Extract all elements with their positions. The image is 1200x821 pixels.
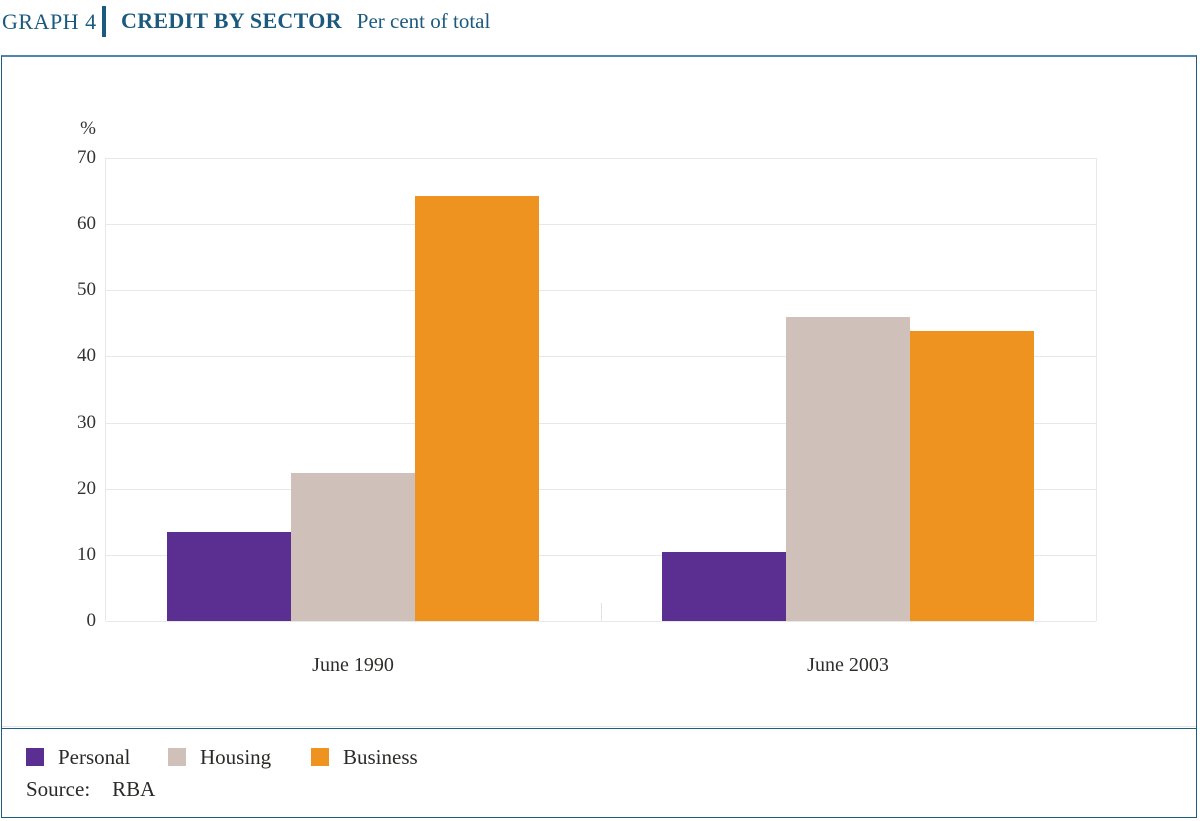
bar-housing-june-2003	[786, 317, 910, 621]
bar-personal-june-2003	[662, 552, 786, 621]
legend-divider-line	[2, 728, 1196, 729]
gridline-10	[106, 554, 1096, 556]
legend-label-personal: Personal	[58, 745, 131, 769]
chart-frame: % 0 10 20 30 40 50 60 70 June 1990 June 2003 Pers…	[1, 55, 1197, 818]
bar-business-june-1990	[415, 195, 539, 621]
source-note: Source: RBA	[26, 777, 155, 802]
bar-housing-june-1990	[291, 472, 415, 621]
gridline-30	[106, 422, 1096, 424]
category-separator-tick	[601, 603, 602, 621]
y-tick-label-50: 50	[77, 279, 96, 301]
chart-title: CREDIT BY SECTOR	[121, 8, 342, 33]
header-titles: CREDIT BY SECTOR Per cent of total	[121, 8, 490, 34]
legend-label-housing: Housing	[200, 745, 272, 769]
gridline-50	[106, 290, 1096, 292]
x-axis-label-june-1990: June 1990	[312, 654, 394, 676]
legend-item-business: Business	[311, 745, 418, 769]
gridline-40	[106, 356, 1096, 358]
y-tick-label-30: 30	[77, 411, 96, 433]
bar-business-june-2003	[910, 331, 1034, 621]
y-tick-label-0: 0	[86, 610, 97, 631]
bar-personal-june-1990	[167, 531, 291, 621]
business-swatch-icon	[311, 748, 329, 766]
legend-label-business: Business	[343, 745, 418, 769]
x-axis-label-june-2003: June 2003	[807, 654, 889, 676]
y-tick-label-10: 10	[77, 543, 96, 565]
legend-item-housing: Housing	[168, 745, 272, 769]
legend-item-personal: Personal	[26, 745, 131, 769]
personal-swatch-icon	[26, 748, 44, 766]
gridline-20	[106, 488, 1096, 490]
chart-subtitle: Per cent of total	[356, 9, 491, 33]
housing-swatch-icon	[168, 748, 186, 766]
header-divider-bar	[102, 6, 106, 37]
graph-header: GRAPH 4 CREDIT BY SECTOR Per cent of tot…	[0, 0, 1200, 55]
source-label: Source:	[26, 777, 91, 801]
y-tick-label-20: 20	[77, 477, 96, 499]
gridline-70	[106, 158, 1096, 159]
y-tick-label-70: 70	[77, 147, 96, 168]
graph-number-label: GRAPH 4	[2, 9, 97, 34]
y-tick-label-60: 60	[77, 213, 96, 235]
gridline-0	[106, 621, 1096, 622]
y-axis-unit-label: %	[80, 118, 96, 139]
source-value: RBA	[112, 777, 156, 801]
plot-area: % 0 10 20 30 40 50 60 70 June 1990 June 2003	[77, 118, 1097, 676]
gridline-60	[106, 224, 1096, 226]
y-tick-label-40: 40	[77, 345, 96, 367]
